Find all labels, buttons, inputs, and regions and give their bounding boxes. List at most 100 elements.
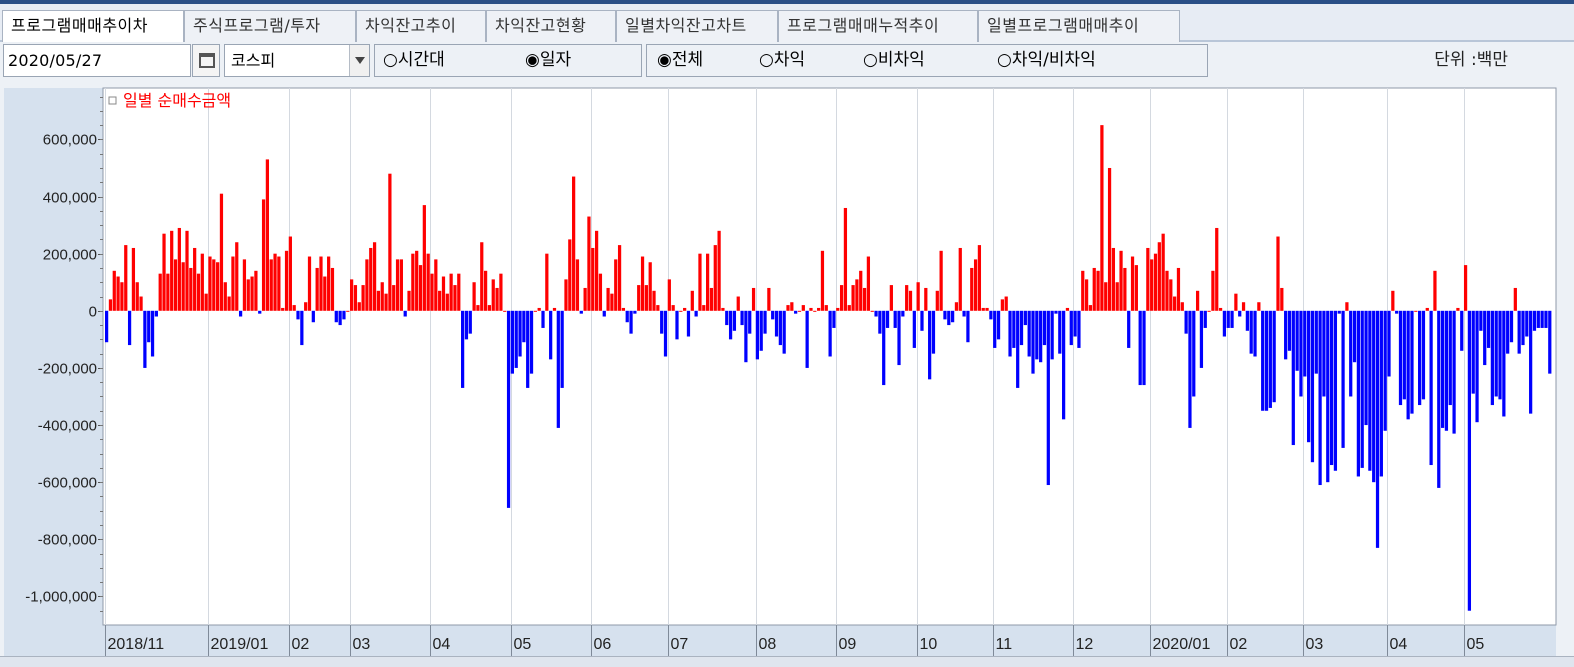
tab-arbitrage-balance-status[interactable]: 차익잔고현황 xyxy=(486,10,616,42)
radio-non-arbitrage[interactable]: ○비차익 xyxy=(863,50,925,70)
tab-arbitrage-balance-trend[interactable]: 차익잔고추이 xyxy=(356,10,486,42)
tab-program-trading-trend-chart[interactable]: 프로그램매매추이차 xyxy=(2,10,184,44)
chevron-down-icon[interactable] xyxy=(349,45,369,76)
bar-positive xyxy=(1463,265,1468,311)
y-tick-label: -800,000 xyxy=(38,532,97,549)
bar-negative xyxy=(1421,310,1426,400)
radio-daily[interactable]: ◉일자 xyxy=(525,50,572,70)
legend-label: 일별 순매수금액 xyxy=(123,91,231,110)
bar-positive xyxy=(449,273,453,311)
x-tick-label: 07 xyxy=(671,636,689,653)
bar-positive xyxy=(617,245,622,311)
x-tick-label: 2020/01 xyxy=(1153,636,1211,653)
bar-positive xyxy=(564,279,568,311)
bar-positive xyxy=(418,265,423,311)
bar-negative xyxy=(300,310,304,346)
bar-positive xyxy=(683,307,687,311)
period-radio-group: ○시간대 ◉일자 xyxy=(374,44,642,77)
bar-negative xyxy=(1494,310,1498,397)
y-tick-label: 200,000 xyxy=(43,247,97,264)
y-tick-label: 600,000 xyxy=(43,132,97,149)
bar-negative xyxy=(1050,310,1054,360)
bar-negative xyxy=(1548,310,1552,374)
bar-positive xyxy=(809,307,813,311)
y-tick-label: 400,000 xyxy=(43,190,97,207)
toolbar: 2020/05/27 코스피 ○시간대 ◉일자 ◉전체 ○차익 ○비차익 ○차익… xyxy=(0,42,1574,80)
bar-positive xyxy=(537,307,541,311)
bar-negative xyxy=(1023,310,1027,326)
bar-negative xyxy=(1203,310,1207,328)
bar-negative xyxy=(1509,310,1514,343)
bar-positive xyxy=(235,242,239,311)
bar-positive xyxy=(801,305,805,311)
bar-positive xyxy=(1004,296,1008,311)
bar-positive xyxy=(797,310,802,312)
bar-positive xyxy=(480,242,484,311)
bar-positive xyxy=(1176,267,1181,311)
bar-positive xyxy=(839,285,844,311)
x-tick-label: 04 xyxy=(433,636,451,653)
bar-positive xyxy=(1157,242,1161,311)
bar-negative xyxy=(1310,310,1315,463)
radio-arbitrage-non-arbitrage[interactable]: ○차익/비차익 xyxy=(997,50,1096,70)
bar-positive xyxy=(281,307,285,311)
bar-positive xyxy=(1000,299,1004,311)
bar-negative xyxy=(147,310,151,343)
bar-negative xyxy=(1238,310,1242,317)
bar-negative xyxy=(1069,310,1073,346)
bar-positive xyxy=(223,282,227,311)
tab-daily-arbitrage-balance-chart[interactable]: 일별차익잔고차트 xyxy=(616,10,778,42)
bar-negative xyxy=(1540,310,1544,328)
bar-positive xyxy=(1169,279,1173,311)
bar-positive xyxy=(572,176,576,311)
calendar-icon xyxy=(199,53,215,68)
bar-positive xyxy=(1100,125,1104,311)
radio-time-period[interactable]: ○시간대 xyxy=(383,50,445,70)
bar-negative xyxy=(1264,310,1269,411)
bar-positive xyxy=(786,305,790,311)
bar-positive xyxy=(277,256,281,311)
bar-positive xyxy=(208,256,212,311)
bar-positive xyxy=(1065,307,1070,311)
bar-positive xyxy=(958,247,962,311)
bar-positive xyxy=(1234,293,1238,311)
market-select-value: 코스피 xyxy=(231,51,276,70)
chart-scrollbar[interactable] xyxy=(0,656,1574,667)
bar-positive xyxy=(736,296,740,311)
tab-daily-program-trading-trend[interactable]: 일별프로그램매매추이 xyxy=(978,10,1180,42)
market-select[interactable]: 코스피 xyxy=(224,44,370,77)
bar-positive xyxy=(1084,279,1089,311)
radio-arbitrage[interactable]: ○차익 xyxy=(759,50,806,70)
bar-negative xyxy=(1364,310,1368,426)
bar-negative xyxy=(1046,310,1050,486)
bar-positive xyxy=(491,279,495,311)
bar-negative xyxy=(901,310,905,317)
bar-negative xyxy=(1341,310,1345,448)
bar-negative xyxy=(897,310,901,366)
bar-positive xyxy=(1207,310,1211,312)
bar-negative xyxy=(1483,310,1487,366)
bar-positive xyxy=(939,250,943,311)
bar-negative xyxy=(1073,310,1077,337)
bar-positive xyxy=(212,259,216,311)
bar-positive xyxy=(690,290,694,311)
bar-positive xyxy=(441,276,446,311)
bar-positive xyxy=(116,276,120,311)
bar-positive xyxy=(196,273,201,311)
bar-positive xyxy=(388,173,392,311)
bar-positive xyxy=(1134,265,1138,311)
calendar-button[interactable] xyxy=(192,44,220,77)
bar-positive xyxy=(935,290,939,311)
radio-all[interactable]: ◉전체 xyxy=(657,50,704,70)
bar-positive xyxy=(411,253,415,311)
date-field[interactable]: 2020/05/27 xyxy=(3,44,191,77)
bar-positive xyxy=(219,193,224,311)
bar-negative xyxy=(522,310,526,343)
tab-program-trading-cumulative-trend[interactable]: 프로그램매매누적추이 xyxy=(778,10,978,42)
tab-stock-program-investment[interactable]: 주식프로그램/투자 xyxy=(184,10,356,42)
bar-positive xyxy=(177,227,181,311)
bar-negative xyxy=(1245,310,1249,331)
bar-negative xyxy=(602,310,606,317)
bar-positive xyxy=(438,290,442,311)
bar-negative xyxy=(794,310,798,314)
